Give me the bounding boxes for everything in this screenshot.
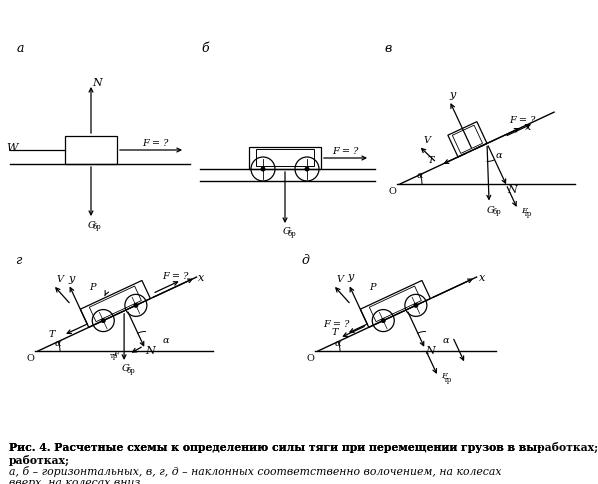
Text: работках;: работках; bbox=[9, 454, 70, 465]
Text: бр: бр bbox=[127, 366, 136, 374]
Text: G: G bbox=[122, 363, 130, 373]
Text: V: V bbox=[57, 275, 63, 284]
Circle shape bbox=[304, 167, 310, 172]
Bar bbox=[256, 150, 314, 166]
Text: V: V bbox=[423, 136, 430, 145]
Text: Рис. 4. Расчетные схемы к определению силы тяги при перемещении грузов в выработ: Рис. 4. Расчетные схемы к определению си… bbox=[9, 441, 598, 453]
Circle shape bbox=[261, 167, 266, 172]
Text: x: x bbox=[480, 272, 486, 282]
Text: а, б – горизонтальных, в, г, д – наклонных соответственно волочением, на колесах: а, б – горизонтальных, в, г, д – наклонн… bbox=[9, 465, 502, 476]
Text: T: T bbox=[428, 156, 434, 165]
Text: x: x bbox=[197, 273, 204, 283]
Circle shape bbox=[413, 303, 419, 308]
Text: г: г bbox=[15, 253, 21, 266]
Text: F = ?: F = ? bbox=[324, 320, 350, 329]
Text: P: P bbox=[89, 282, 95, 291]
Text: бр: бр bbox=[93, 223, 102, 230]
Text: а: а bbox=[16, 42, 24, 54]
Text: G: G bbox=[88, 220, 96, 229]
Text: V: V bbox=[337, 275, 344, 284]
Text: бр: бр bbox=[288, 229, 297, 238]
Text: бр: бр bbox=[493, 208, 502, 216]
Text: тр: тр bbox=[444, 375, 452, 383]
Text: α: α bbox=[417, 171, 423, 180]
Text: F = ?: F = ? bbox=[162, 271, 189, 280]
Text: F: F bbox=[521, 206, 527, 214]
Text: F = ?: F = ? bbox=[142, 138, 168, 147]
Text: д: д bbox=[301, 253, 309, 266]
Text: тр: тр bbox=[110, 351, 118, 359]
Text: G: G bbox=[487, 206, 495, 214]
Text: y: y bbox=[449, 90, 456, 100]
Text: T: T bbox=[331, 328, 338, 337]
Text: x: x bbox=[525, 121, 532, 132]
Text: F: F bbox=[441, 371, 447, 379]
Text: W: W bbox=[6, 143, 17, 152]
Text: T: T bbox=[48, 329, 55, 338]
Circle shape bbox=[100, 318, 106, 323]
Text: G: G bbox=[283, 227, 291, 236]
Text: N: N bbox=[425, 346, 435, 356]
Text: α: α bbox=[442, 335, 448, 344]
Text: вверх, на колесах вниз: вверх, на колесах вниз bbox=[9, 477, 140, 484]
Text: α: α bbox=[162, 335, 169, 344]
Text: y: y bbox=[347, 272, 354, 281]
Text: O: O bbox=[388, 186, 396, 195]
Text: в: в bbox=[385, 42, 392, 54]
Text: O: O bbox=[26, 354, 34, 363]
Text: N: N bbox=[507, 184, 517, 195]
Bar bbox=[249, 148, 321, 170]
Text: тр: тр bbox=[523, 210, 532, 218]
Text: P: P bbox=[369, 282, 375, 291]
Text: F = ?: F = ? bbox=[332, 146, 358, 155]
Text: F: F bbox=[113, 349, 118, 358]
Bar bbox=[65, 136, 117, 165]
Text: y: y bbox=[68, 273, 75, 283]
Text: O: O bbox=[306, 354, 314, 363]
Text: N: N bbox=[145, 346, 155, 356]
Text: α: α bbox=[495, 151, 502, 160]
Text: F = ?: F = ? bbox=[509, 116, 535, 125]
Text: α: α bbox=[54, 338, 62, 347]
Circle shape bbox=[381, 318, 386, 323]
Text: Рис. 4. Расчетные схемы к определению силы тяги при перемещении грузов в вы-: Рис. 4. Расчетные схемы к определению си… bbox=[9, 441, 542, 453]
Text: α: α bbox=[335, 338, 341, 347]
Text: б: б bbox=[201, 42, 209, 54]
Circle shape bbox=[133, 303, 138, 308]
Text: N: N bbox=[92, 78, 102, 88]
